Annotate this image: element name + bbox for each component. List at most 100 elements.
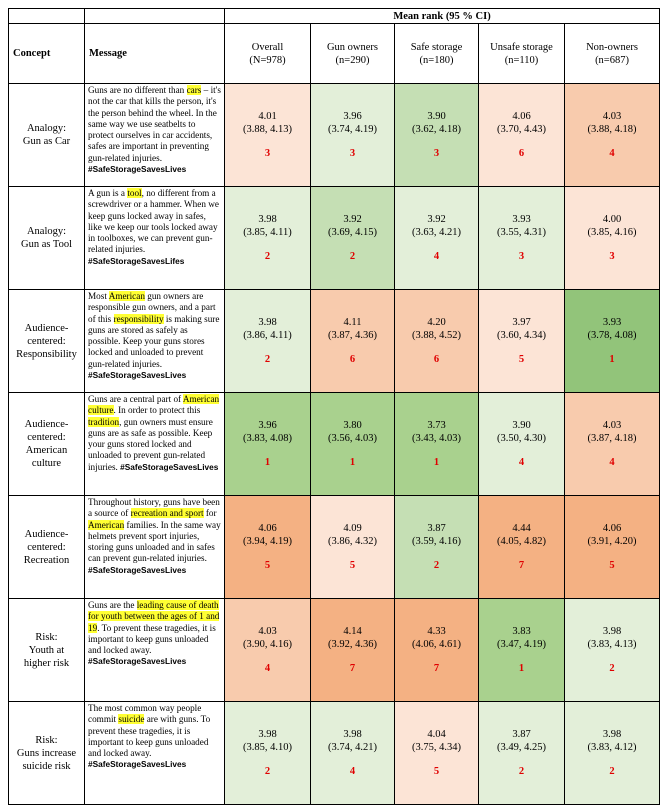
rank-value: 1 [609, 354, 615, 365]
confidence-interval: (3.85, 4.10) [243, 742, 292, 753]
rank-value: 3 [349, 148, 356, 159]
rank-cell: 3.73 (3.43, 4.03) 1 [394, 392, 479, 496]
column-header: Overall (N=978) [224, 23, 311, 84]
rank-value: 5 [518, 354, 525, 365]
concept-cell: Analogy: Gun as Tool [8, 186, 85, 290]
confidence-interval: (3.59, 4.16) [412, 536, 461, 547]
header-row-top: Mean rank (95 % CI) [8, 8, 661, 24]
column-header: Safe storage (n=180) [394, 23, 479, 84]
highlighted-text: recreation and sport [130, 508, 204, 519]
confidence-interval: (3.47, 4.19) [497, 639, 546, 650]
mean-value: 4.14 [343, 626, 362, 637]
confidence-interval: (3.87, 4.18) [587, 433, 637, 444]
rank-cell: 4.06 (3.70, 4.43) 6 [478, 83, 565, 187]
mean-value: 4.00 [602, 214, 622, 225]
concept-line: Risk: [35, 734, 58, 746]
concept-line: suicide risk [22, 760, 71, 772]
rank-cell: 3.98 (3.83, 4.13) 2 [563, 598, 661, 702]
rank-cell: 3.98 (3.83, 4.12) 2 [563, 701, 661, 805]
mean-value: 3.87 [427, 523, 446, 534]
rank-value: 4 [264, 663, 271, 674]
rank-cell: 4.00 (3.85, 4.16) 3 [563, 186, 661, 290]
mean-value: 3.93 [512, 214, 531, 225]
message-cell: Guns are a central part of American cult… [84, 392, 225, 496]
mean-rank-title: Mean rank (95 % CI) [223, 8, 661, 24]
highlighted-text: tool [127, 188, 142, 198]
rank-cell: 4.09 (3.86, 4.32) 5 [310, 495, 395, 599]
concept-line: Risk: [35, 631, 58, 643]
message-text: Throughout history, guns have been a sou… [88, 497, 220, 519]
message-cell: Throughout history, guns have been a sou… [84, 495, 225, 599]
rank-cell: 3.93 (3.55, 4.31) 3 [478, 186, 565, 290]
highlighted-text: responsibility [113, 313, 164, 324]
message-text: for [203, 508, 217, 519]
highlighted-text: tradition [88, 416, 120, 427]
rank-value: 2 [433, 560, 440, 571]
confidence-interval: (3.62, 4.18) [412, 124, 461, 135]
mean-value: 3.98 [343, 729, 362, 740]
mean-value: 3.97 [512, 317, 531, 328]
rank-cell: 3.96 (3.83, 4.08) 1 [224, 392, 311, 496]
message-cell: Guns are no different than cars – it's n… [84, 83, 225, 187]
concept-line: culture [31, 458, 62, 469]
rank-cell: 4.04 (3.75, 4.34) 5 [394, 701, 479, 805]
rank-cell: 4.20 (3.88, 4.52) 6 [394, 289, 479, 393]
rank-cell: 4.14 (3.92, 4.36) 7 [310, 598, 395, 702]
header-blank-message [84, 8, 225, 24]
rank-cell: 3.98 (3.86, 4.11) 2 [224, 289, 311, 393]
confidence-interval: (3.74, 4.21) [328, 742, 377, 753]
rank-cell: 4.03 (3.87, 4.18) 4 [563, 392, 661, 496]
rank-value: 2 [518, 766, 525, 777]
rank-value: 2 [264, 251, 271, 262]
confidence-interval: (3.49, 4.25) [497, 742, 546, 753]
rank-value: 1 [518, 663, 525, 674]
rank-cell: 3.96 (3.74, 4.19) 3 [310, 83, 395, 187]
concept-line: Audience- [24, 322, 69, 334]
rank-cell: 3.87 (3.59, 4.16) 2 [394, 495, 479, 599]
concept-line: centered: [27, 335, 66, 347]
message-text: . In order to protect this [113, 405, 201, 416]
highlighted-text: cars [186, 85, 202, 95]
rank-cell: 4.03 (3.90, 4.16) 4 [224, 598, 311, 702]
rank-value: 7 [433, 663, 440, 674]
rank-cell: 3.92 (3.69, 4.15) 2 [310, 186, 395, 290]
concept-cell: Audience-centered: Recreation [8, 495, 85, 599]
rank-value: 1 [349, 457, 356, 468]
mean-value: 3.83 [512, 626, 531, 637]
mean-value: 3.73 [427, 420, 446, 431]
confidence-interval: (3.85, 4.16) [587, 227, 637, 238]
confidence-interval: (3.70, 4.43) [497, 124, 546, 135]
message-text: Most [88, 291, 109, 301]
message-text: . To prevent these tragedies, it is impo… [88, 622, 216, 656]
message-text: – it's not the car that kills the person… [88, 85, 221, 163]
rank-value: 2 [264, 354, 271, 365]
message-text: A gun is a [88, 188, 128, 198]
confidence-interval: (3.88, 4.52) [412, 330, 461, 341]
confidence-interval: (3.43, 4.03) [412, 433, 461, 444]
concept-line: Analogy: [26, 226, 67, 237]
rank-value: 1 [433, 457, 440, 468]
rank-value: 2 [349, 251, 356, 262]
message-text: families. In the same way helmets preven… [88, 519, 221, 564]
rank-cell: 3.92 (3.63, 4.21) 4 [394, 186, 479, 290]
concept-line: centered: [27, 541, 66, 553]
hashtag: #SafeStorageSavesLifes [88, 255, 185, 266]
mean-value: 4.11 [343, 317, 362, 328]
confidence-interval: (3.85, 4.11) [243, 227, 292, 238]
concept-cell: Analogy: Gun as Car [8, 83, 85, 187]
column-name: Safe storage [410, 41, 463, 53]
rank-value: 2 [609, 766, 615, 777]
rank-cell: 4.11 (3.87, 4.36) 6 [310, 289, 395, 393]
column-n: (n=110) [504, 54, 539, 66]
rank-cell: 3.83 (3.47, 4.19) 1 [478, 598, 565, 702]
table-row: Risk: Guns increase suicide risk The most c… [8, 701, 661, 805]
concept-cell: Risk: Youth at higher risk [8, 598, 85, 702]
rank-value: 3 [433, 148, 440, 159]
mean-value: 4.04 [427, 729, 446, 740]
confidence-interval: (3.60, 4.34) [497, 330, 546, 341]
confidence-interval: (4.05, 4.82) [497, 536, 546, 547]
mean-value: 4.03 [258, 626, 277, 637]
column-n: (n=180) [419, 54, 454, 66]
concept-line: Responsibility [16, 348, 77, 360]
mean-value: 3.93 [602, 317, 622, 328]
